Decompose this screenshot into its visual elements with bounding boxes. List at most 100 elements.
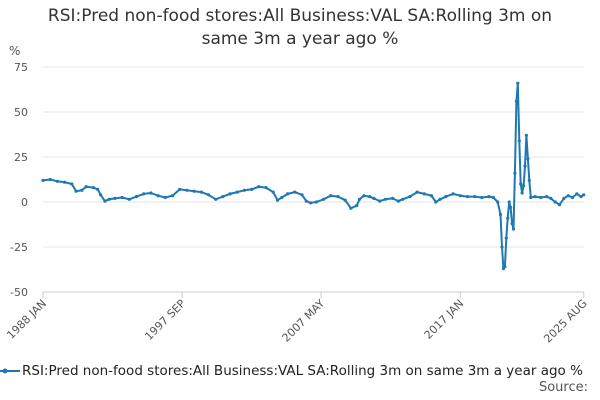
data-point [170,194,175,198]
y-tick-label: 25 [14,151,28,164]
data-point [250,187,254,191]
legend: RSI:Pred non-food stores:All Business:VA… [0,362,600,382]
data-point [300,193,304,197]
data-point [228,192,232,196]
data-point [199,190,203,194]
data-point [527,178,531,182]
data-point [329,194,333,198]
data-point [343,198,347,202]
data-point [221,195,225,199]
y-tick-label: 50 [14,106,28,119]
data-point [438,197,442,201]
data-point [142,192,146,196]
data-point [519,182,523,186]
data-point [524,133,529,137]
data-point [415,190,419,194]
data-point [533,195,537,199]
data-point [80,188,84,192]
chart-title-line-2: same 3m a year ago % [201,29,399,49]
source-label: Source: [538,380,588,395]
data-point [362,194,366,198]
data-point [480,195,484,200]
data-point [391,196,395,200]
data-point [503,265,507,269]
data-point [487,195,491,199]
data-point [422,192,426,196]
data-point [84,185,88,189]
data-point [496,200,500,204]
data-point [520,191,524,195]
chart-title-line-1: RSI:Pred non-food stores:All Business:VA… [47,6,553,26]
data-point [434,200,438,204]
data-point [514,99,519,103]
data-point [498,213,503,217]
data-point [286,192,290,196]
data-point [103,199,107,203]
data-point [401,197,405,201]
y-tick-label: 0 [21,196,28,209]
data-point [96,187,100,191]
data-point [522,184,526,188]
legend-label: RSI:Pred non-food stores:All Business:VA… [22,363,583,379]
data-point [309,201,313,205]
data-point [336,195,340,199]
y-tick-label: -25 [10,241,28,254]
data-point [280,195,284,200]
data-point [322,197,326,201]
data-point [178,187,182,191]
data-point [91,186,95,190]
data-point [509,205,513,209]
data-point [549,196,553,200]
data-point [257,185,261,189]
x-tick-label: 2025 AUG [541,297,590,346]
y-axis-label: % [9,44,20,58]
data-point [378,199,382,203]
y-tick-label: -50 [10,286,28,299]
data-point [557,203,562,207]
data-point [314,200,318,204]
data-point [107,197,111,201]
data-point [429,194,434,198]
data-point [357,197,362,201]
data-point [513,171,517,175]
data-point [383,197,387,201]
data-point [562,196,566,200]
data-point [41,178,45,182]
data-point [566,194,570,198]
data-point [523,164,527,168]
data-point [408,195,412,199]
data-point [63,180,67,184]
data-point [575,192,579,196]
data-point [504,236,508,240]
data-point [163,195,167,200]
chart-title: RSI:Pred non-food stores:All Business:VA… [0,5,600,51]
data-point [473,195,477,199]
x-tick-label: 1997 SEP [142,297,188,343]
data-point [516,81,520,85]
data-point [242,188,246,192]
series-layer [41,81,586,271]
axes: 75 50 25 0 -25 -50% 1988 JAN 1997 SEP 2007 MAY 20… [4,44,589,345]
data-point [185,188,189,192]
data-point [491,195,495,200]
data-point [192,189,196,193]
data-point [235,190,239,194]
data-point [458,194,462,198]
data-point [349,206,353,210]
data-point [465,195,470,199]
data-point [582,193,586,197]
data-point [451,192,455,196]
data-point [526,157,530,161]
data-point [113,196,117,200]
data-point [99,193,103,197]
data-point [120,195,124,200]
legend-swatch [0,368,20,374]
data-point [149,191,153,195]
y-tick-label: 75 [14,61,28,74]
data-point [206,193,211,197]
data-point [579,195,583,199]
data-point [553,200,557,204]
series-line [42,82,585,270]
data-point [368,195,372,199]
